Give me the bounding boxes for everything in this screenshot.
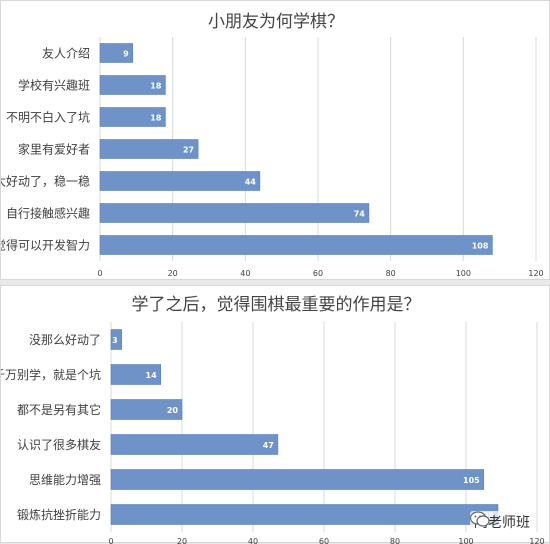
category-label: 没那么好动了 xyxy=(29,332,101,347)
category-label: 友人介绍 xyxy=(42,47,90,61)
tick-label: 100 xyxy=(456,269,471,278)
tick-label: 20 xyxy=(168,269,178,278)
tick-label: 60 xyxy=(319,537,329,544)
tick-label: 60 xyxy=(313,269,323,278)
bar xyxy=(99,139,199,159)
bar xyxy=(99,203,370,223)
category-label: 锻炼抗挫折能力 xyxy=(17,507,101,522)
wechat-icon xyxy=(470,511,490,527)
category-label: 自行接触感兴趣 xyxy=(6,206,90,221)
tick-label: 40 xyxy=(248,537,258,544)
category-label: 认识了很多棋友 xyxy=(17,438,101,452)
bar xyxy=(110,504,499,525)
data-label: 18 xyxy=(150,114,162,123)
bar-chart-effects: 3 没那么好动了 14 千万别学，就是个坑 20 都不是另有其它 47 认识了很多棋友 105 思… xyxy=(1,322,545,544)
category-label: 太好动了，稳一稳 xyxy=(1,174,90,189)
data-label: 14 xyxy=(146,371,158,380)
bar xyxy=(99,43,134,63)
bar xyxy=(110,329,122,350)
chart-title: 小朋友为何学棋？ xyxy=(208,12,344,32)
bar xyxy=(99,235,493,255)
data-label: 3 xyxy=(112,336,118,345)
category-label: 学校有兴趣班 xyxy=(18,78,90,93)
bar xyxy=(110,434,279,455)
chart-panel-1: 小朋友为何学棋？ 9 友人介绍 18 学校有兴趣班 18 不明不白入了坑 27 家里有爱好者 4… xyxy=(0,0,550,280)
chart-panel-2: 学了之后，觉得围棋最重要的作用是？ 3 没那么好动了 14 千万别学，就是个坑 20 都不… xyxy=(0,285,550,544)
tick-label: 80 xyxy=(390,537,400,544)
data-label: 9 xyxy=(123,50,129,59)
tick-label: 120 xyxy=(529,537,544,544)
category-label: 觉得可以开发智力 xyxy=(1,238,90,253)
bar xyxy=(99,171,261,191)
bar xyxy=(110,469,485,490)
data-label: 105 xyxy=(463,476,480,485)
bar xyxy=(99,107,166,127)
data-label: 20 xyxy=(167,406,179,415)
tick-label: 0 xyxy=(108,537,113,544)
tick-label: 20 xyxy=(177,537,187,544)
data-label: 108 xyxy=(472,242,489,251)
tick-label: 120 xyxy=(528,269,543,278)
category-label: 千万别学，就是个坑 xyxy=(1,367,101,382)
category-label: 不明不白入了坑 xyxy=(6,110,90,125)
chart-title: 学了之后，觉得围棋最重要的作用是？ xyxy=(131,295,421,315)
data-label: 18 xyxy=(150,82,162,91)
category-label: 思维能力增强 xyxy=(29,473,101,487)
data-label: 44 xyxy=(245,178,257,187)
bar xyxy=(99,75,166,95)
data-label: 27 xyxy=(183,146,194,155)
tick-label: 40 xyxy=(240,269,250,278)
category-label: 都不是另有其它 xyxy=(17,402,101,417)
bar xyxy=(110,364,162,385)
tick-label: 100 xyxy=(458,537,473,544)
data-label: 47 xyxy=(263,441,274,450)
bar-chart-why-learn: 9 友人介绍 18 学校有兴趣班 18 不明不白入了坑 27 家里有爱好者 44 太好动了，稳一稳… xyxy=(1,37,544,278)
data-label: 74 xyxy=(354,210,366,219)
bar xyxy=(110,399,183,420)
tick-label: 80 xyxy=(386,269,396,278)
tick-label: 0 xyxy=(97,269,102,278)
watermark: 陶老师班 xyxy=(470,511,534,533)
category-label: 家里有爱好者 xyxy=(18,142,90,157)
